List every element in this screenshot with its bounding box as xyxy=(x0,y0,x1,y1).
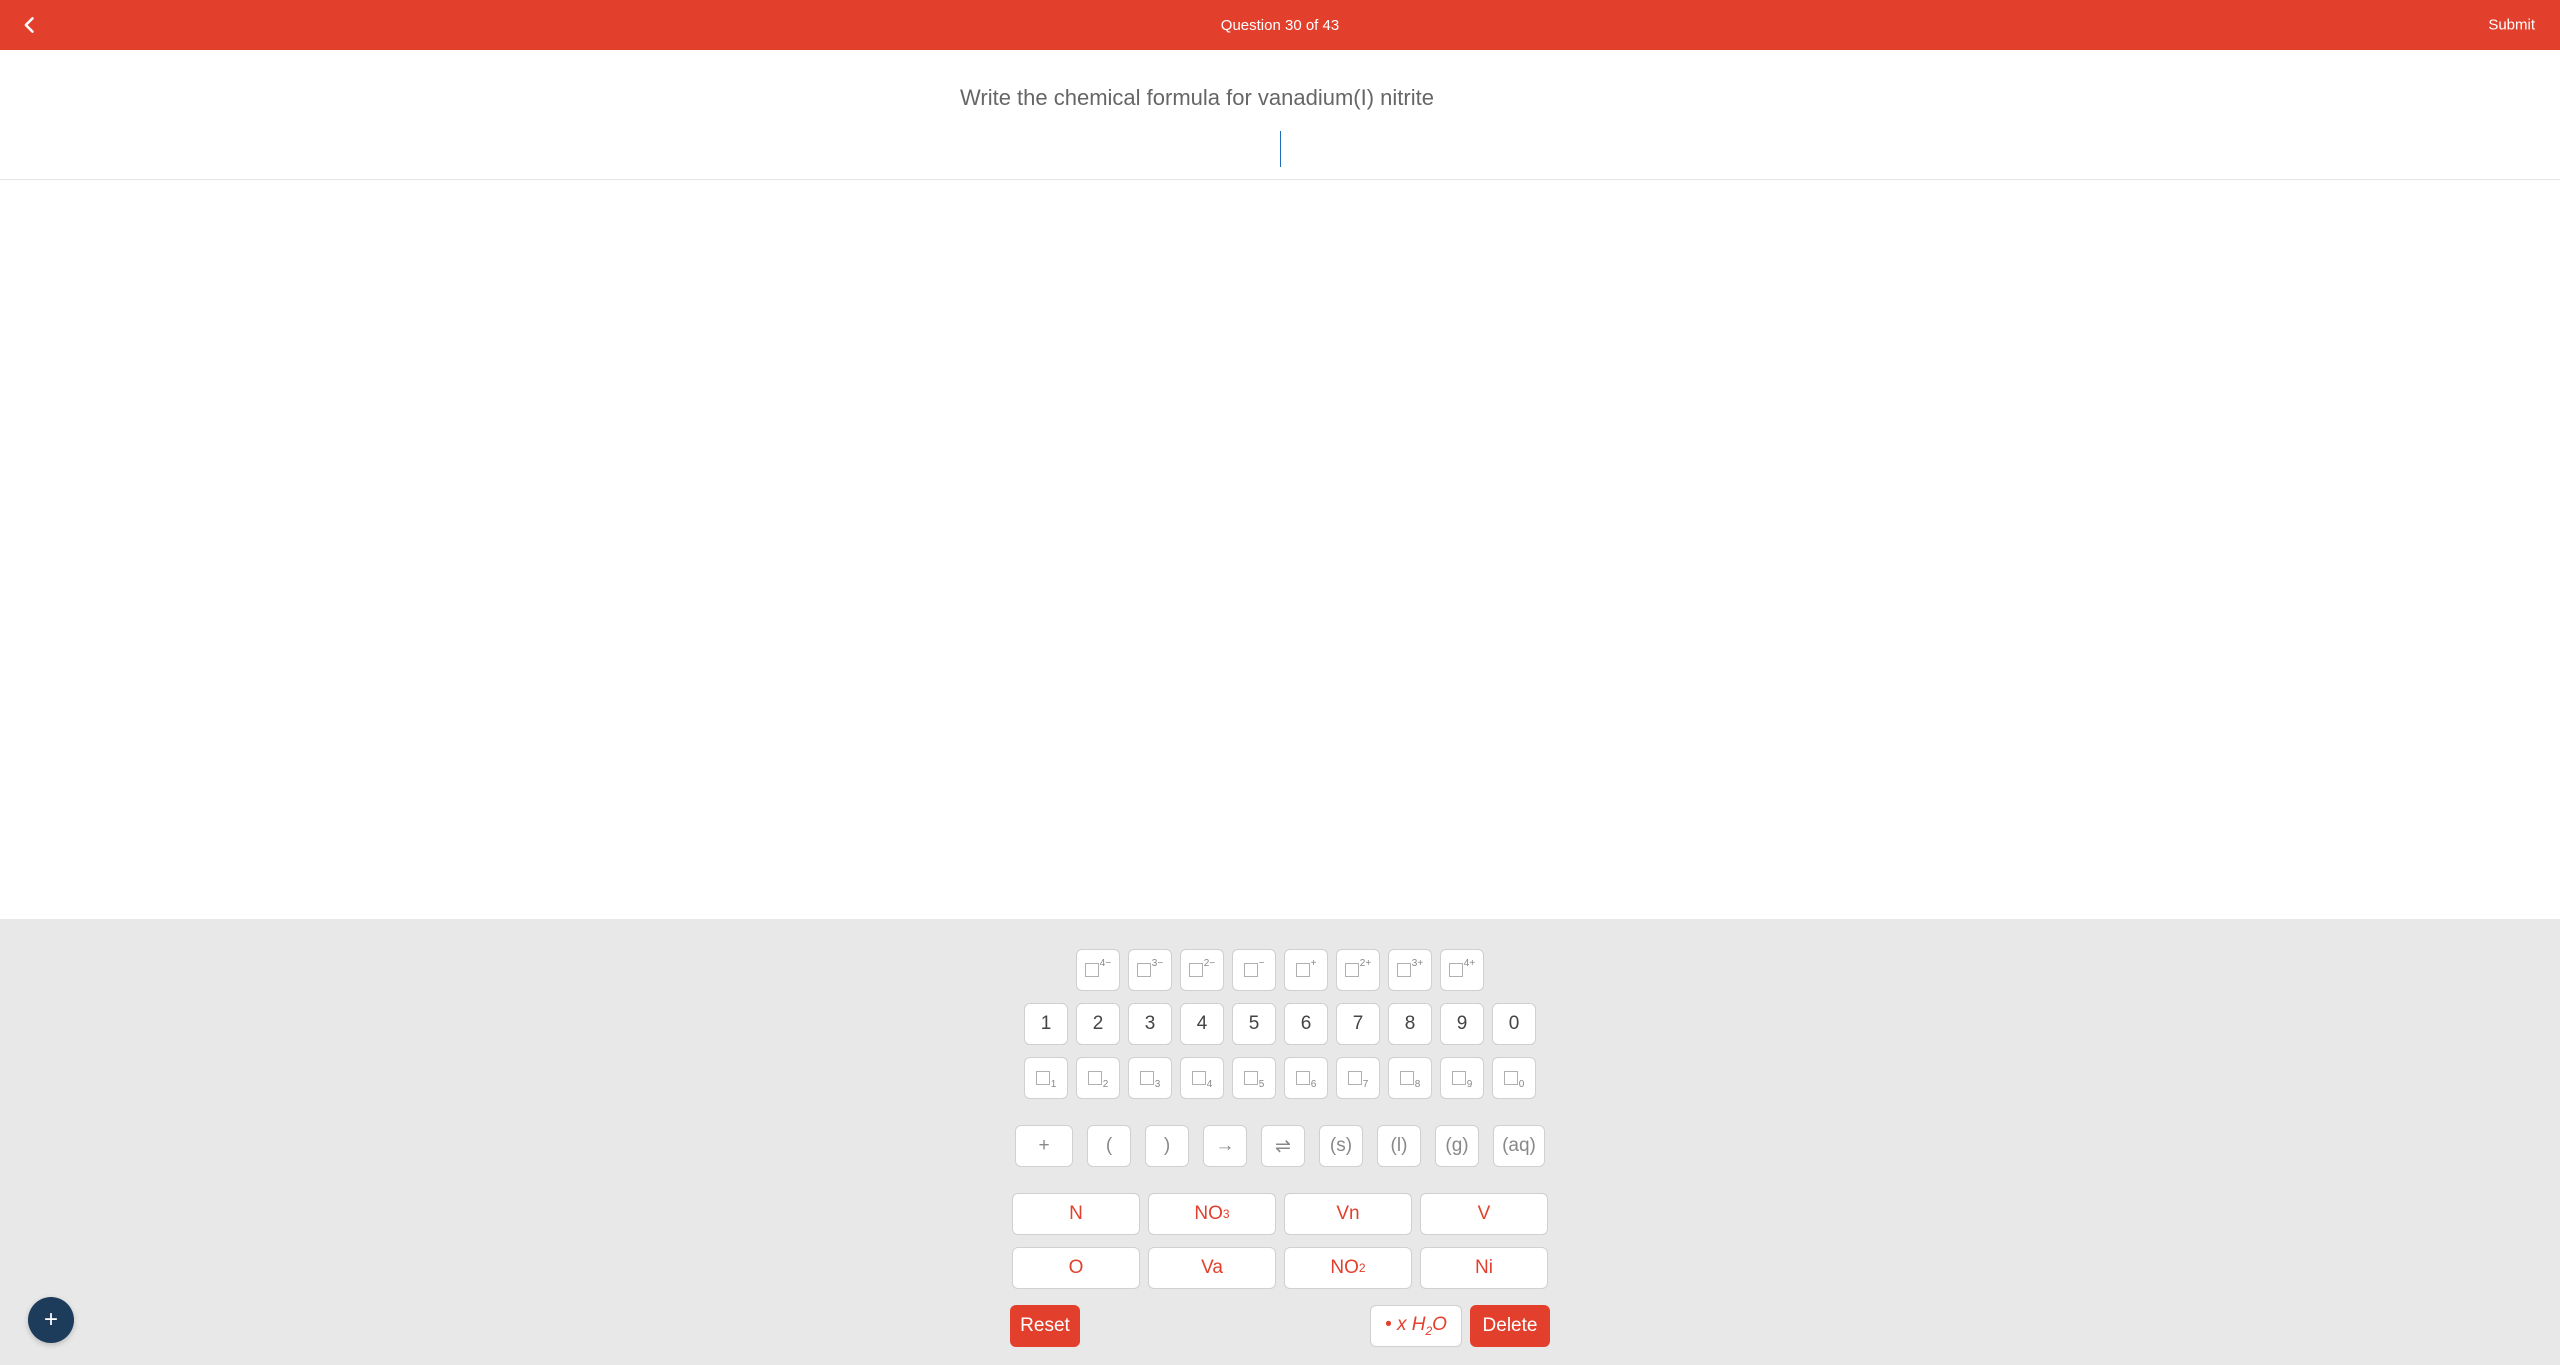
key-charge[interactable]: 2− xyxy=(1180,949,1224,991)
key-digit[interactable]: 6 xyxy=(1284,1003,1328,1045)
key-state-g[interactable]: (g) xyxy=(1435,1125,1479,1167)
key-state-s[interactable]: (s) xyxy=(1319,1125,1363,1167)
key-plus[interactable]: + xyxy=(1015,1125,1073,1167)
key-subscript[interactable]: 4 xyxy=(1180,1057,1224,1099)
key-digit[interactable]: 2 xyxy=(1076,1003,1120,1045)
bottom-row: Reset • x H2O Delete xyxy=(1010,1305,1550,1347)
key-element[interactable]: V xyxy=(1420,1193,1548,1235)
key-charge[interactable]: 4+ xyxy=(1440,949,1484,991)
key-charge[interactable]: 2+ xyxy=(1336,949,1380,991)
key-charge[interactable]: + xyxy=(1284,949,1328,991)
key-subscript[interactable]: 7 xyxy=(1336,1057,1380,1099)
text-cursor xyxy=(1280,131,1281,167)
answer-input[interactable] xyxy=(0,131,2560,180)
key-charge[interactable]: − xyxy=(1232,949,1276,991)
key-subscript[interactable]: 2 xyxy=(1076,1057,1120,1099)
key-element[interactable]: N xyxy=(1012,1193,1140,1235)
key-charge[interactable]: 4− xyxy=(1076,949,1120,991)
key-subscript[interactable]: 9 xyxy=(1440,1057,1484,1099)
key-subscript[interactable]: 8 xyxy=(1388,1057,1432,1099)
key-subscript[interactable]: 5 xyxy=(1232,1057,1276,1099)
key-hydrate[interactable]: • x H2O xyxy=(1370,1305,1462,1347)
key-lparen[interactable]: ( xyxy=(1087,1125,1131,1167)
key-digit[interactable]: 7 xyxy=(1336,1003,1380,1045)
add-fab[interactable]: + xyxy=(28,1297,74,1343)
chevron-left-icon xyxy=(20,11,40,39)
key-digit[interactable]: 3 xyxy=(1128,1003,1172,1045)
subscript-row: 1234567890 xyxy=(1024,1057,1536,1099)
key-arrow[interactable]: → xyxy=(1203,1125,1247,1167)
charge-row: 4−3−2−−+2+3+4+ xyxy=(1076,949,1484,991)
key-subscript[interactable]: 6 xyxy=(1284,1057,1328,1099)
key-state-aq[interactable]: (aq) xyxy=(1493,1125,1545,1167)
key-rparen[interactable]: ) xyxy=(1145,1125,1189,1167)
key-digit[interactable]: 9 xyxy=(1440,1003,1484,1045)
formula-keyboard: 4−3−2−−+2+3+4+ 1234567890 1234567890 + (… xyxy=(0,919,2560,1365)
key-element[interactable]: O xyxy=(1012,1247,1140,1289)
key-subscript[interactable]: 3 xyxy=(1128,1057,1172,1099)
key-element[interactable]: NO2 xyxy=(1284,1247,1412,1289)
key-charge[interactable]: 3− xyxy=(1128,949,1172,991)
plus-icon: + xyxy=(44,1306,58,1334)
delete-button[interactable]: Delete xyxy=(1470,1305,1550,1347)
key-subscript[interactable]: 1 xyxy=(1024,1057,1068,1099)
key-digit[interactable]: 5 xyxy=(1232,1003,1276,1045)
submit-button[interactable]: Submit xyxy=(2488,17,2535,34)
spacer xyxy=(0,180,2560,919)
key-digit[interactable]: 1 xyxy=(1024,1003,1068,1045)
symbol-row: + ( ) → ⇌ (s) (l) (g) (aq) xyxy=(1015,1125,1545,1167)
question-counter: Question 30 of 43 xyxy=(1221,17,1339,34)
key-charge[interactable]: 3+ xyxy=(1388,949,1432,991)
key-digit[interactable]: 4 xyxy=(1180,1003,1224,1045)
key-state-l[interactable]: (l) xyxy=(1377,1125,1421,1167)
key-digit[interactable]: 0 xyxy=(1492,1003,1536,1045)
app-header: Question 30 of 43 Submit xyxy=(0,0,2560,50)
key-equilibrium[interactable]: ⇌ xyxy=(1261,1125,1305,1167)
element-row-1: NNO3VnV xyxy=(1012,1193,1548,1235)
back-button[interactable] xyxy=(20,11,40,39)
question-area: Write the chemical formula for vanadium(… xyxy=(0,50,2560,180)
key-element[interactable]: Va xyxy=(1148,1247,1276,1289)
key-subscript[interactable]: 0 xyxy=(1492,1057,1536,1099)
key-digit[interactable]: 8 xyxy=(1388,1003,1432,1045)
question-prompt: Write the chemical formula for vanadium(… xyxy=(680,85,1880,111)
element-row-2: OVaNO2Ni xyxy=(1012,1247,1548,1289)
key-element[interactable]: Vn xyxy=(1284,1193,1412,1235)
digit-row: 1234567890 xyxy=(1024,1003,1536,1045)
key-element[interactable]: NO3 xyxy=(1148,1193,1276,1235)
reset-button[interactable]: Reset xyxy=(1010,1305,1080,1347)
key-element[interactable]: Ni xyxy=(1420,1247,1548,1289)
